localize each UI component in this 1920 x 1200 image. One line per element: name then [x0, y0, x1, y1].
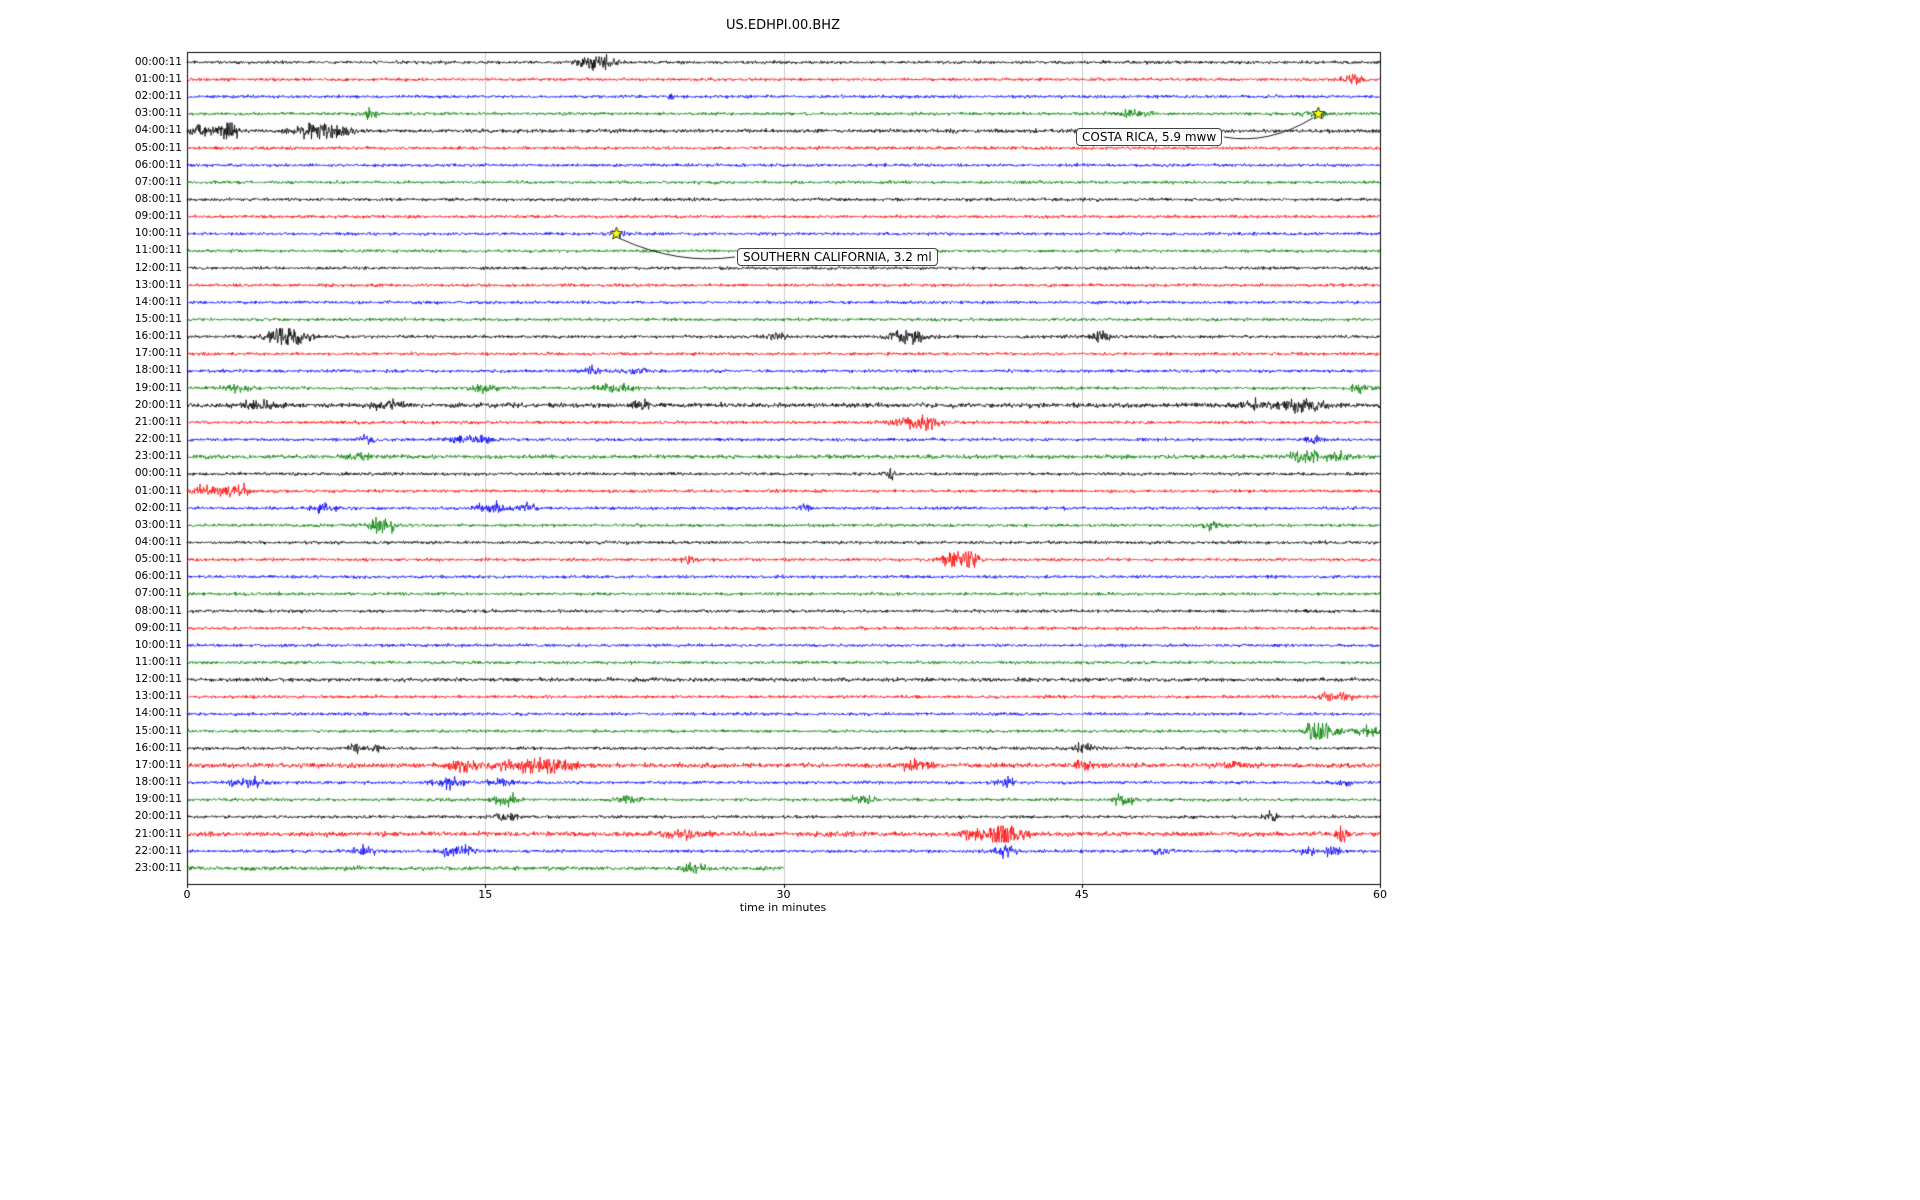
- row-time-label: 04:00:11: [134, 124, 182, 137]
- row-time-label: 02:00:11: [134, 501, 182, 514]
- row-time-label: 06:00:11: [134, 570, 182, 583]
- row-time-label: 13:00:11: [134, 278, 182, 291]
- x-tick-label: 0: [183, 888, 191, 901]
- x-tick-label: 45: [1074, 888, 1089, 901]
- row-time-label: 11:00:11: [134, 244, 182, 257]
- row-time-label: 02:00:11: [134, 90, 182, 103]
- row-time-label: 10:00:11: [134, 227, 182, 240]
- event-annotation: SOUTHERN CALIFORNIA, 3.2 ml: [737, 248, 938, 266]
- row-time-label: 14:00:11: [134, 707, 182, 720]
- x-tick-label: 15: [478, 888, 493, 901]
- row-time-label: 15:00:11: [134, 313, 182, 326]
- row-time-label: 11:00:11: [134, 656, 182, 668]
- x-tick-label: 60: [1373, 888, 1387, 901]
- row-time-label: 23:00:11: [134, 450, 182, 463]
- event-annotation: COSTA RICA, 5.9 mww: [1076, 128, 1223, 146]
- row-time-label: 20:00:11: [134, 398, 182, 411]
- row-time-label: 22:00:11: [134, 844, 182, 857]
- x-tick-label: 30: [776, 888, 791, 901]
- row-time-label: 01:00:11: [134, 72, 182, 85]
- row-time-label: 12:00:11: [134, 261, 182, 274]
- row-time-label: 06:00:11: [134, 158, 182, 171]
- row-time-label: 17:00:11: [134, 758, 182, 771]
- row-time-label: 18:00:11: [134, 364, 182, 377]
- row-time-label: 00:00:11: [134, 467, 182, 480]
- row-time-label: 07:00:11: [134, 587, 182, 600]
- row-time-label: 03:00:11: [134, 107, 182, 120]
- row-time-label: 18:00:11: [134, 776, 182, 789]
- row-time-label: 22:00:11: [134, 433, 182, 446]
- row-time-label: 17:00:11: [134, 347, 182, 360]
- row-time-label: 20:00:11: [134, 810, 182, 823]
- row-time-label: 14:00:11: [134, 295, 182, 308]
- row-time-label: 16:00:11: [134, 741, 182, 754]
- row-time-label: 10:00:11: [134, 638, 182, 651]
- row-time-label: 05:00:11: [134, 553, 182, 566]
- row-time-label: 05:00:11: [134, 141, 182, 154]
- row-time-label: 01:00:11: [134, 484, 182, 497]
- row-time-label: 00:00:11: [134, 55, 182, 68]
- row-time-label: 15:00:11: [134, 724, 182, 737]
- row-time-label: 04:00:11: [134, 535, 182, 548]
- row-time-label: 08:00:11: [134, 604, 182, 617]
- row-time-label: 19:00:11: [134, 793, 182, 806]
- row-time-label: 19:00:11: [134, 381, 182, 394]
- row-time-label: 13:00:11: [134, 690, 182, 703]
- row-time-label: 21:00:11: [134, 827, 182, 840]
- row-time-label: 16:00:11: [134, 330, 182, 343]
- row-time-label: 08:00:11: [134, 192, 182, 205]
- row-time-label: 12:00:11: [134, 673, 182, 686]
- row-time-label: 09:00:11: [134, 621, 182, 634]
- row-time-label: 07:00:11: [134, 175, 182, 188]
- row-time-label: 03:00:11: [134, 518, 182, 531]
- row-time-label: 21:00:11: [134, 415, 182, 428]
- x-axis-label: time in minutes: [739, 901, 827, 914]
- row-time-label: 09:00:11: [134, 210, 182, 223]
- row-time-label: 23:00:11: [134, 861, 182, 874]
